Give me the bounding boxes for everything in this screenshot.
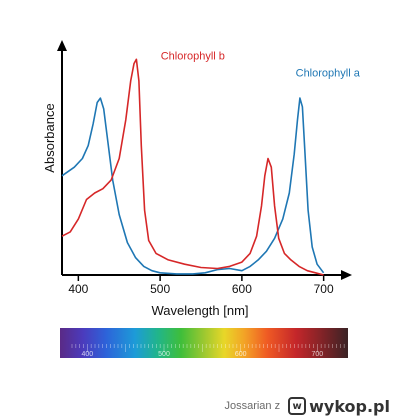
spectrum-gradient [60, 328, 348, 358]
wykop-logo[interactable]: w wykop.pl [288, 397, 390, 416]
x-axis-arrow [341, 270, 352, 280]
x-tick-label-500: 500 [150, 282, 170, 296]
y-axis-label: Absorbance [42, 103, 57, 172]
spectrum-label-500: 500 [158, 351, 170, 358]
x-axis-label: Wavelength [nm] [151, 303, 248, 318]
footer-user: Jossarian z [224, 400, 281, 412]
spectrum-bar: 400 500 600 700 [60, 328, 348, 358]
series-layer: Chlorophyll a Chlorophyll b [61, 50, 361, 276]
series-label-chlorophyll-a: Chlorophyll a [296, 68, 361, 80]
spectrum-label-400: 400 [81, 351, 93, 358]
x-tick-label-700: 700 [314, 282, 334, 296]
logo-text: wykop.pl [309, 396, 390, 416]
x-tick-label-400: 400 [68, 282, 88, 296]
series-line-chlorophyll-b [61, 58, 324, 276]
spectrum-label-600: 600 [235, 351, 247, 358]
spectrum-ruler: 400 500 600 700 [71, 344, 345, 358]
series-line-chlorophyll-a [61, 97, 325, 275]
y-axis-arrow [57, 40, 67, 51]
spectrum-label-700: 700 [311, 351, 323, 358]
wykop-logo-icon: w [288, 397, 307, 415]
x-ticks: 400 500 600 700 [68, 275, 334, 296]
x-tick-label-600: 600 [232, 282, 252, 296]
footer: Jossarian z w wykop.pl [0, 392, 400, 420]
series-label-chlorophyll-b: Chlorophyll b [161, 50, 225, 62]
axes [57, 40, 352, 280]
